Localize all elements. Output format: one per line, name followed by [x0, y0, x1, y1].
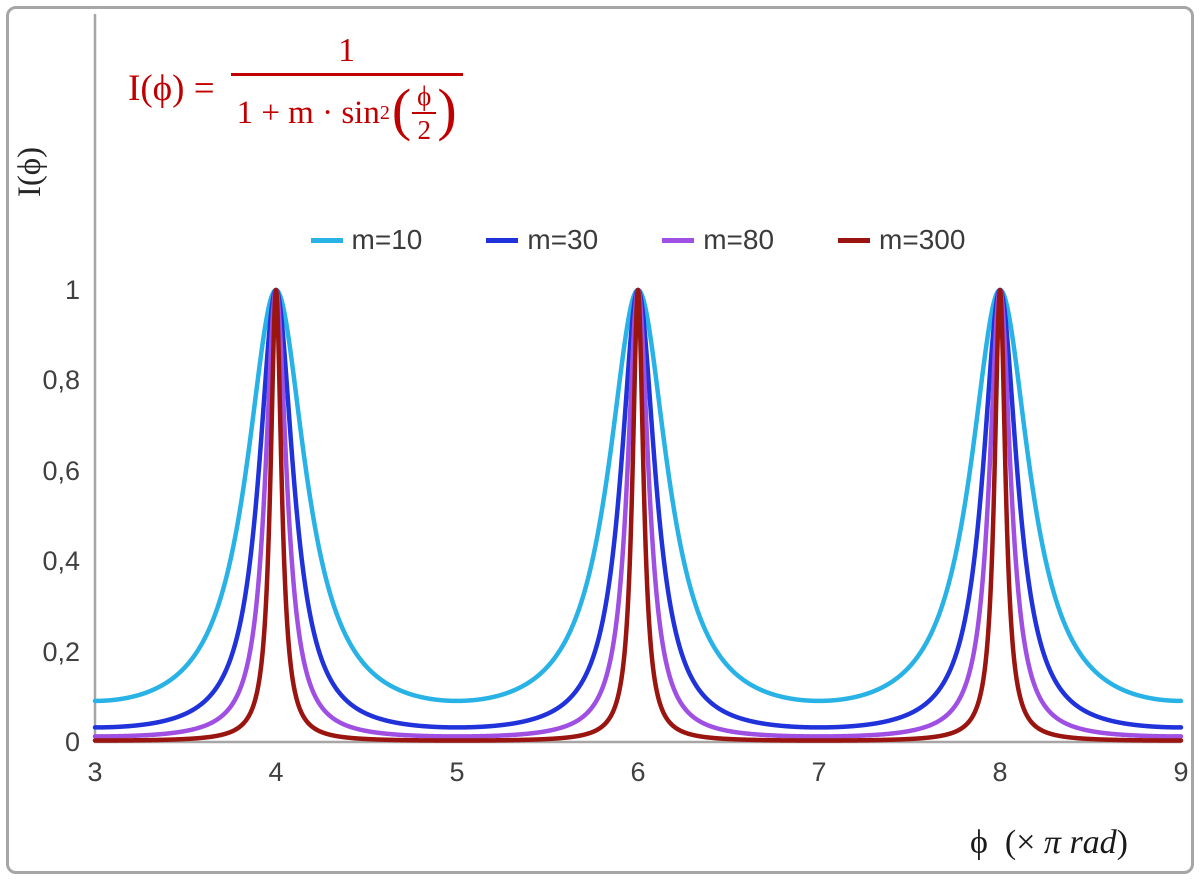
legend-line-swatch	[838, 237, 871, 243]
x-axis-title-close: )	[1116, 824, 1128, 861]
legend-item: m=80	[662, 224, 774, 256]
formula-numerator: 1	[338, 32, 356, 69]
formula-fraction: 1 1 + m · sin 2 ( ϕ 2 )	[230, 32, 463, 146]
formula-inner-denominator: 2	[417, 115, 432, 146]
y-tick-label: 1	[64, 275, 80, 305]
legend-label: m=300	[879, 224, 966, 255]
y-tick-label: 0	[64, 727, 80, 757]
curve-m=80	[92, 287, 1184, 739]
legend-item: m=10	[310, 224, 423, 256]
legend: m=10 m=30 m=80 m=300	[95, 224, 1181, 256]
x-tick-label: 8	[992, 757, 1008, 787]
legend-label: m=80	[703, 224, 775, 255]
y-tick-label: 0,8	[42, 365, 80, 396]
x-tick-label: 4	[268, 757, 284, 787]
formula-denominator: 1 + m · sin 2 ( ϕ 2 )	[230, 73, 463, 146]
x-tick-label: 9	[1173, 757, 1189, 787]
legend-label: m=30	[527, 224, 599, 255]
formula-exponent: 2	[379, 101, 390, 124]
y-axis-title: I(ϕ)	[12, 146, 48, 198]
legend-item: m=300	[838, 224, 965, 256]
curve-m=300	[92, 287, 1184, 743]
y-tick-label: 0,2	[42, 636, 80, 667]
formula-annotation: I(ϕ) = 1 1 + m · sin 2 ( ϕ 2 )	[128, 32, 463, 145]
x-axis-title: ϕ (× π rad)	[970, 824, 1128, 862]
x-tick-label: 3	[87, 757, 103, 787]
legend-item: m=30	[486, 224, 598, 256]
y-tick-label: 0,6	[42, 455, 80, 486]
formula-open-paren: (	[391, 77, 412, 143]
formula-lhs: I(ϕ) =	[128, 68, 215, 110]
x-tick-label: 5	[449, 757, 465, 787]
curve-m=30	[92, 287, 1184, 730]
formula-denominator-text: 1 + m · sin	[236, 94, 380, 131]
x-axis-title-units: π rad	[1043, 824, 1117, 861]
legend-line-swatch	[486, 237, 519, 243]
y-tick-label: 0,4	[42, 546, 80, 577]
x-tick-label: 7	[811, 757, 827, 787]
legend-line-swatch	[310, 237, 343, 243]
formula-inner-fraction: ϕ 2	[412, 81, 437, 146]
x-axis-title-symbol: ϕ (×	[970, 824, 1044, 861]
legend-label: m=10	[351, 224, 423, 255]
formula-close-paren: )	[437, 77, 457, 143]
x-tick-label: 6	[630, 757, 646, 787]
formula-inner-numerator: ϕ	[412, 81, 437, 115]
legend-line-swatch	[662, 237, 695, 243]
